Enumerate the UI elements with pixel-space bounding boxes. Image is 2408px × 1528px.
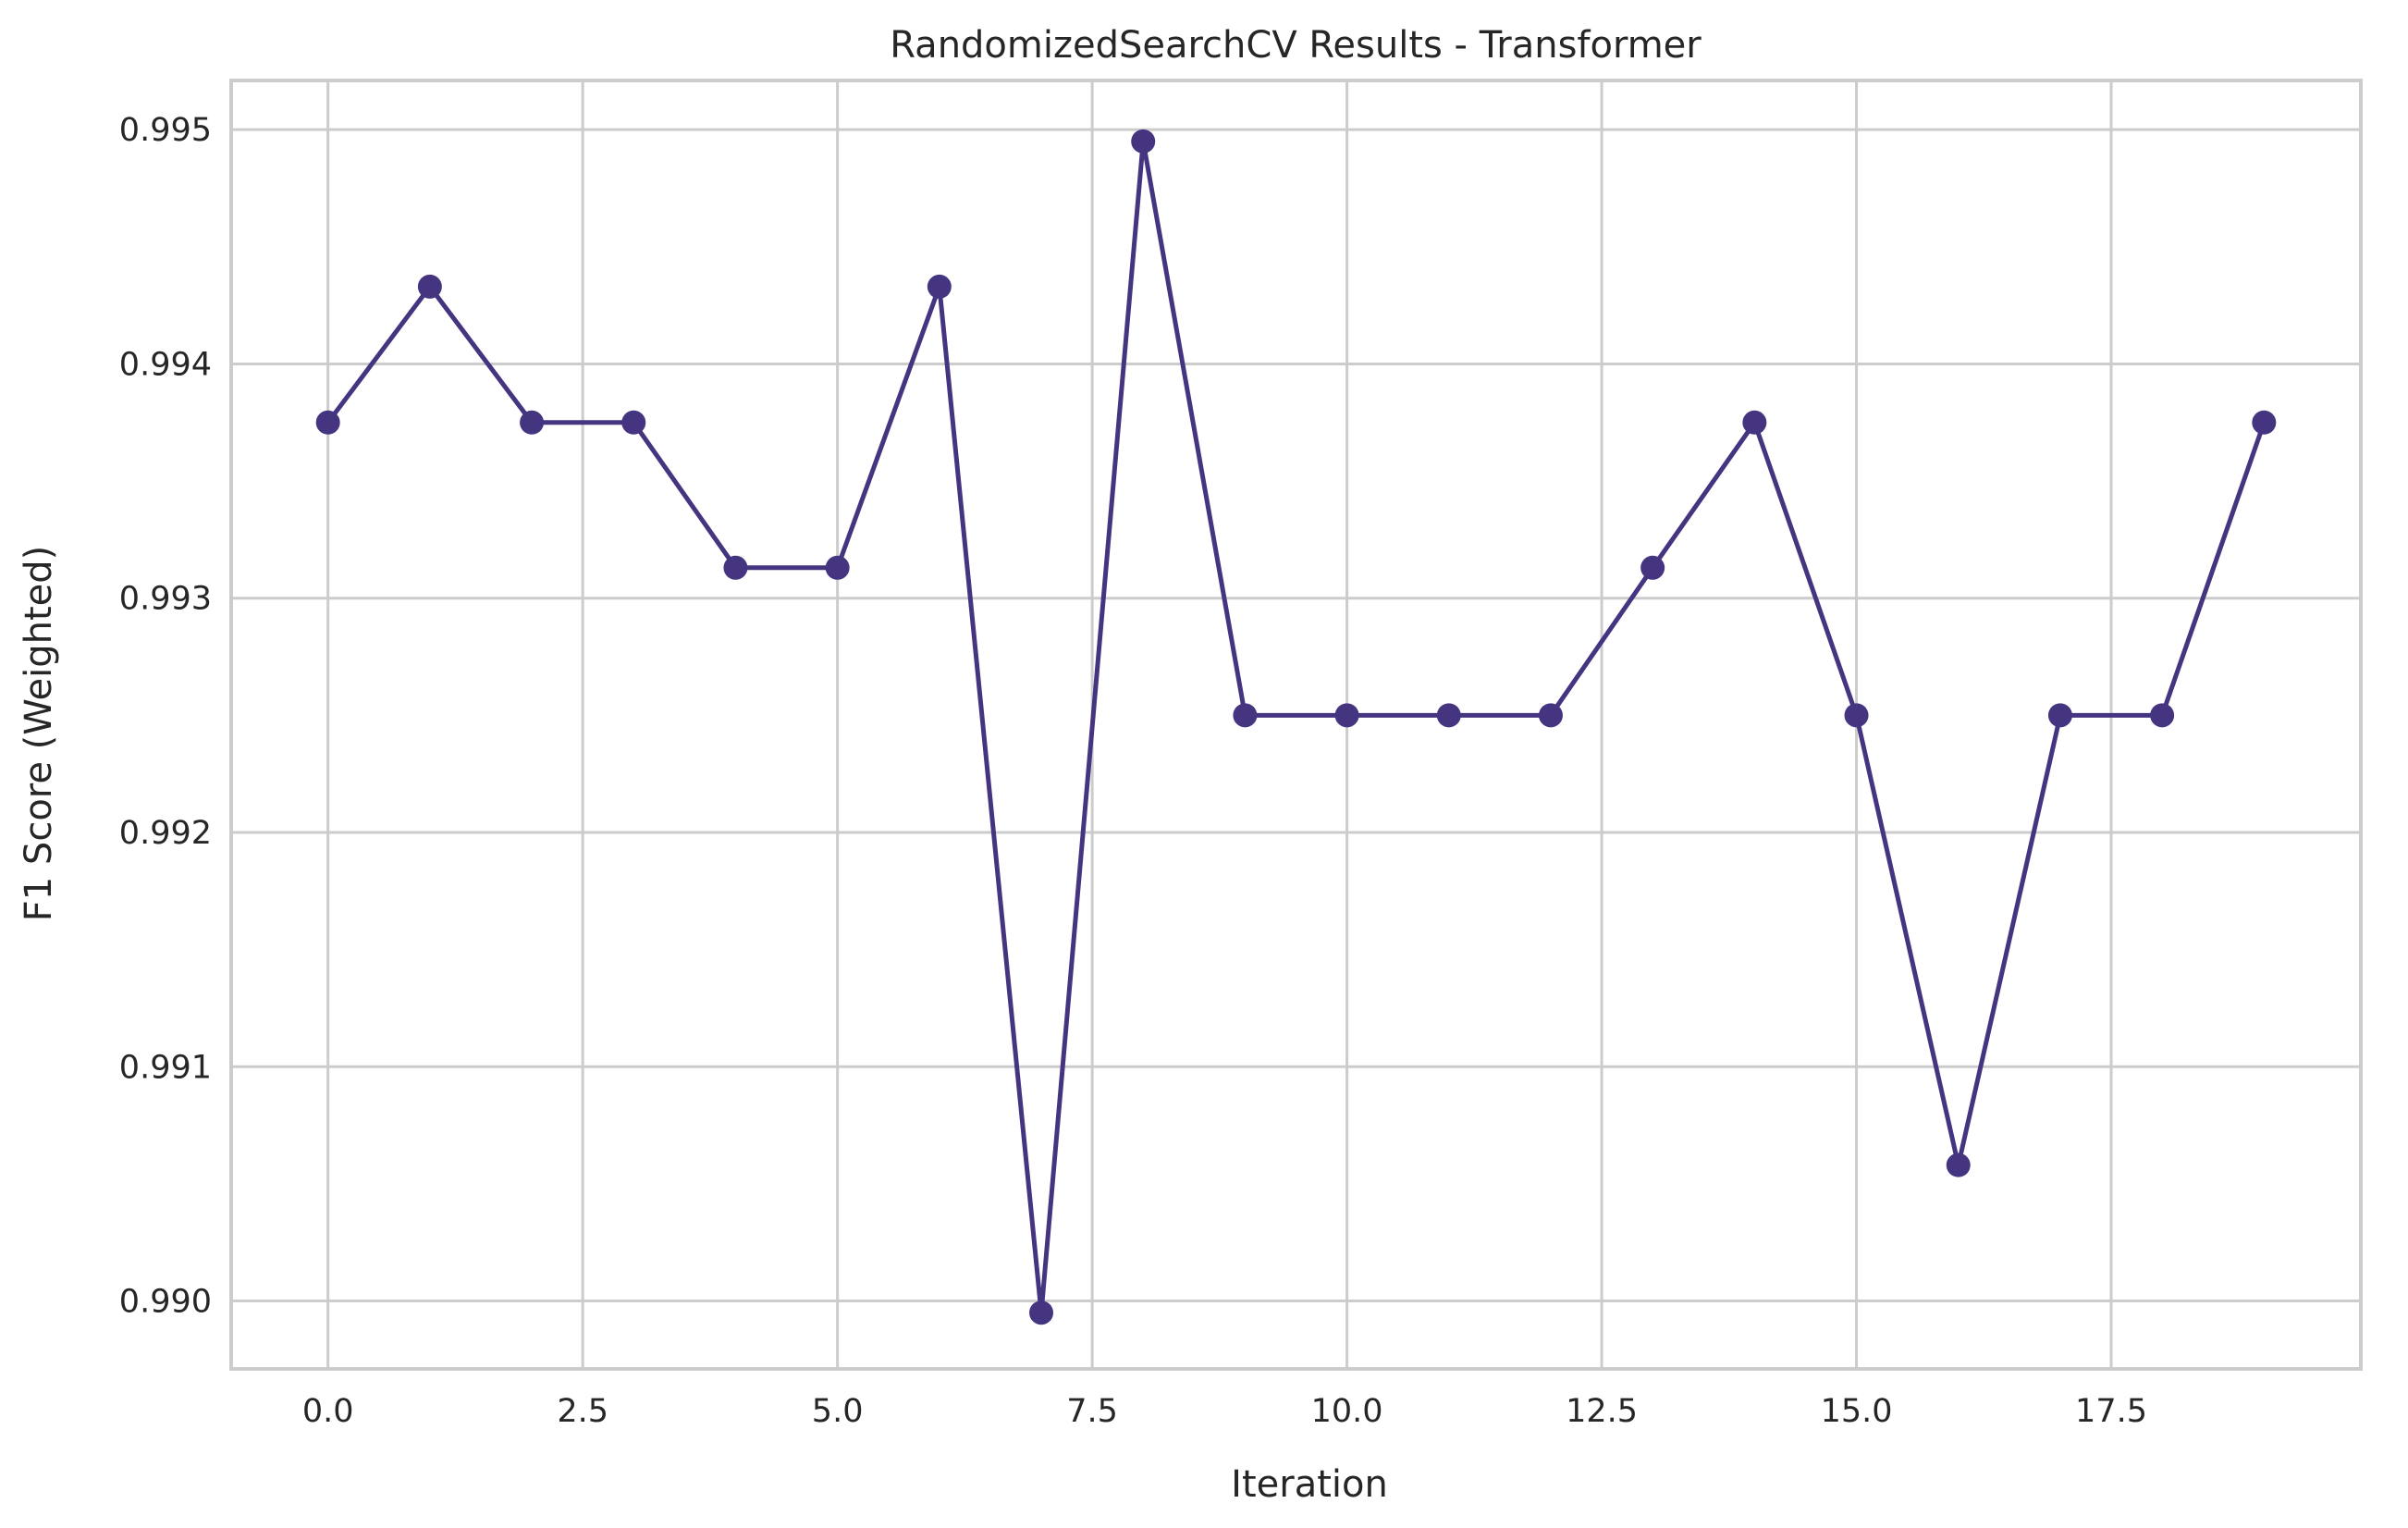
y-tick-label: 0.994	[119, 346, 212, 383]
y-gridlines	[231, 128, 2361, 1303]
data-point	[2150, 703, 2175, 728]
data-point	[1640, 555, 1665, 580]
x-tick-label: 0.0	[302, 1393, 354, 1430]
x-tick-label: 2.5	[557, 1393, 608, 1430]
y-axis-label: F1 Score (Weighted)	[18, 546, 60, 921]
data-point	[1131, 129, 1156, 154]
x-axis-label: Iteration	[1231, 1463, 1388, 1506]
x-tick-label: 17.5	[2075, 1393, 2147, 1430]
y-tick-label: 0.990	[119, 1284, 212, 1321]
y-tick-label: 0.995	[119, 112, 212, 149]
series-line	[326, 139, 2267, 1315]
data-point	[417, 274, 442, 299]
x-tick-label: 12.5	[1566, 1393, 1638, 1430]
data-point	[723, 555, 748, 580]
plot-frame	[229, 79, 2363, 1371]
chart-title: RandomizedSearchCV Results - Transformer	[890, 24, 1702, 67]
data-point	[1334, 703, 1359, 728]
x-tick-label: 7.5	[1066, 1393, 1118, 1430]
data-point	[927, 274, 952, 299]
x-tick-labels: 0.0 2.5 5.0 7.5 10.0 12.5 15.0 17.5	[302, 1393, 2147, 1430]
data-point	[1538, 703, 1563, 728]
data-point	[2047, 703, 2072, 728]
series-layer	[315, 129, 2277, 1325]
x-tick-label: 5.0	[812, 1393, 864, 1430]
x-tick-label: 10.0	[1311, 1393, 1383, 1430]
x-tick-label: 15.0	[1821, 1393, 1893, 1430]
data-point	[2252, 410, 2277, 435]
data-point	[621, 410, 646, 435]
data-point	[315, 410, 340, 435]
y-tick-label: 0.993	[119, 581, 212, 618]
y-tick-label: 0.991	[119, 1049, 212, 1086]
data-point	[1946, 1152, 1971, 1177]
y-tick-label: 0.992	[119, 815, 212, 852]
data-point	[1742, 410, 1767, 435]
data-point	[520, 410, 545, 435]
data-point	[1436, 703, 1461, 728]
data-point	[1029, 1300, 1054, 1325]
y-tick-labels: 0.990 0.991 0.992 0.993 0.994 0.995	[119, 112, 212, 1320]
data-point	[1233, 703, 1258, 728]
data-point	[1844, 703, 1869, 728]
data-point	[825, 555, 850, 580]
